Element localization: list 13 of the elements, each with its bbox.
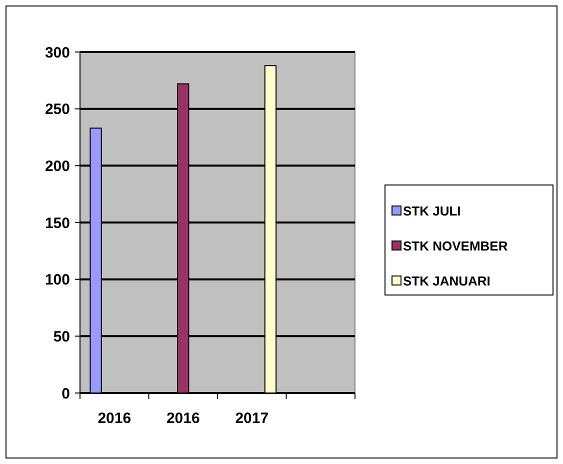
- y-tick-label: 300: [44, 44, 70, 62]
- legend-label: STK NOVEMBER: [403, 238, 508, 254]
- x-tick-label: 2016: [166, 410, 200, 427]
- y-tick-label: 250: [44, 101, 70, 118]
- legend-label: STK JULI: [403, 204, 461, 219]
- y-tick-label: 50: [53, 328, 70, 346]
- legend-label: STK JANUARI: [403, 274, 490, 289]
- x-tick-label: 2017: [235, 410, 269, 427]
- y-tick-label: 150: [44, 214, 70, 232]
- x-tick-label: 2016: [98, 410, 132, 427]
- y-tick-label: 0: [62, 385, 70, 402]
- y-tick-label: 200: [44, 158, 70, 175]
- y-tick-label: 100: [44, 272, 70, 289]
